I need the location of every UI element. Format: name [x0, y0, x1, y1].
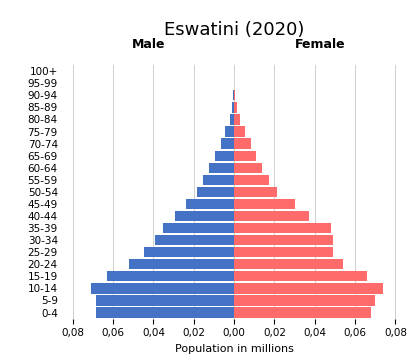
Bar	[234, 223, 331, 233]
Bar	[234, 295, 375, 306]
Bar	[144, 247, 234, 257]
Bar	[96, 295, 234, 306]
Bar	[186, 199, 234, 209]
Bar	[232, 102, 234, 113]
Bar	[221, 139, 234, 149]
Bar	[234, 90, 235, 101]
Bar	[234, 139, 251, 149]
Bar	[234, 114, 240, 125]
Bar	[91, 283, 234, 294]
Bar	[234, 271, 367, 282]
Bar	[234, 175, 269, 185]
Bar	[129, 259, 234, 269]
Bar	[234, 211, 308, 221]
Bar	[234, 187, 278, 197]
Bar	[234, 259, 343, 269]
Bar	[209, 163, 234, 173]
Bar	[163, 223, 234, 233]
Bar	[215, 151, 234, 161]
Text: Female: Female	[294, 38, 345, 51]
Bar	[107, 271, 234, 282]
Bar	[234, 247, 333, 257]
Bar	[234, 163, 263, 173]
Bar	[234, 235, 333, 245]
Title: Eswatini (2020): Eswatini (2020)	[164, 21, 304, 39]
Bar	[225, 126, 234, 137]
X-axis label: Population in millions: Population in millions	[175, 344, 293, 354]
Bar	[234, 283, 383, 294]
Bar	[234, 307, 371, 318]
Bar	[230, 114, 234, 125]
Bar	[197, 187, 234, 197]
Bar	[234, 102, 237, 113]
Bar	[155, 235, 234, 245]
Bar	[234, 151, 256, 161]
Bar	[234, 126, 245, 137]
Bar	[203, 175, 234, 185]
Bar	[175, 211, 234, 221]
Bar	[96, 307, 234, 318]
Bar	[234, 199, 295, 209]
Text: Male: Male	[132, 38, 165, 51]
